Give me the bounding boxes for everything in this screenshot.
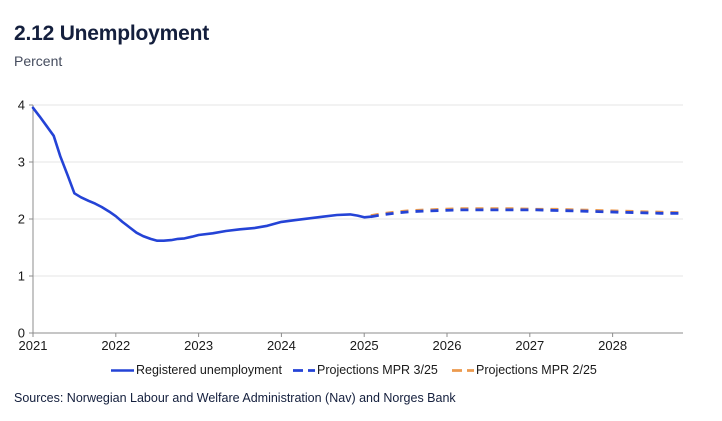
y-tick-label-4: 4 — [18, 98, 25, 113]
x-tick-label-2022: 2022 — [101, 338, 130, 353]
series-line-0 — [31, 106, 373, 242]
y-tick-label-0: 0 — [18, 326, 25, 341]
x-tick-label-2025: 2025 — [350, 338, 379, 353]
chart-title: 2.12 Unemployment — [14, 22, 209, 45]
x-tick-label-2021: 2021 — [19, 338, 48, 353]
legend-item-projections-mpr-2-25: Projections MPR 2/25 — [452, 362, 597, 378]
x-tick-label-2026: 2026 — [433, 338, 462, 353]
sources-note: Sources: Norwegian Labour and Welfare Ad… — [14, 391, 456, 405]
chart-unit-label: Percent — [14, 53, 63, 69]
y-tick-label-3: 3 — [18, 155, 25, 170]
dashed-line-swatch-icon — [452, 368, 474, 372]
x-tick-label-2028: 2028 — [598, 338, 627, 353]
legend-label: Projections MPR 3/25 — [317, 363, 438, 377]
legend-label: Registered unemployment — [136, 363, 282, 377]
legend-label: Projections MPR 2/25 — [476, 363, 597, 377]
legend-item-registered-unemployment: Registered unemployment — [111, 362, 282, 378]
solid-line-swatch-icon — [111, 368, 134, 372]
y-tick-label-1: 1 — [18, 269, 25, 284]
legend-item-projections-mpr-3-25: Projections MPR 3/25 — [293, 362, 438, 378]
dashed-line-swatch-icon — [293, 368, 315, 372]
series-line-1 — [370, 208, 682, 219]
x-tick-label-2023: 2023 — [184, 338, 213, 353]
x-tick-label-2027: 2027 — [515, 338, 544, 353]
x-tick-label-2024: 2024 — [267, 338, 296, 353]
y-tick-label-2: 2 — [18, 212, 25, 227]
line-chart: 0 1 2 3 4 2021 2022 2023 2024 2025 2026 2027 2028 — [18, 98, 683, 353]
